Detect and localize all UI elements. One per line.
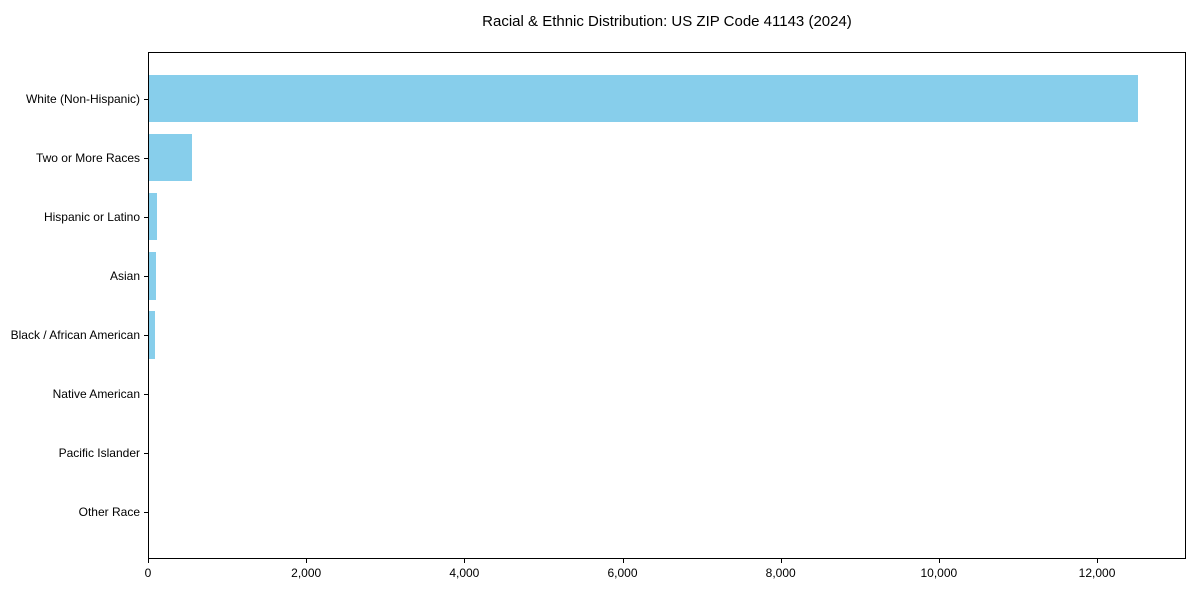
y-tick-label: Native American [52, 387, 140, 402]
bar-black-african-american [149, 311, 155, 359]
y-tick-mark [144, 98, 148, 100]
x-tick-mark [938, 559, 940, 563]
x-tick-label: 10,000 [920, 566, 958, 580]
x-tick-mark [306, 559, 308, 563]
y-tick-mark [144, 512, 148, 514]
y-tick-label: Black / African American [10, 328, 140, 343]
y-tick-label: Pacific Islander [58, 446, 140, 461]
x-tick-label: 4,000 [449, 566, 480, 580]
y-tick-mark [144, 394, 148, 396]
x-tick-label: 12,000 [1078, 566, 1116, 580]
bar-asian [149, 252, 156, 300]
y-tick-mark [144, 216, 148, 218]
y-tick-label: Other Race [78, 505, 140, 520]
x-tick-mark [1097, 559, 1099, 563]
x-tick-mark [464, 559, 466, 563]
y-tick-mark [144, 157, 148, 159]
y-tick-label: Asian [109, 268, 140, 283]
plot-area [148, 52, 1186, 559]
y-tick-label: Two or More Races [35, 150, 140, 165]
bar-white-non-hispanic- [149, 75, 1138, 123]
y-tick-label: White (Non-Hispanic) [25, 91, 140, 106]
x-tick-mark [622, 559, 624, 563]
y-tick-label: Hispanic or Latino [43, 209, 140, 224]
x-tick-mark [780, 559, 782, 563]
x-tick-label: 2,000 [291, 566, 322, 580]
y-tick-mark [144, 335, 148, 337]
x-tick-mark [148, 559, 149, 563]
x-tick-label: 6,000 [607, 566, 638, 580]
x-tick-label: 8,000 [765, 566, 796, 580]
chart-title: Racial & Ethnic Distribution: US ZIP Cod… [482, 13, 852, 30]
y-tick-mark [144, 453, 148, 455]
bar-two-or-more-races [149, 134, 192, 182]
x-tick-label: 0 [144, 566, 152, 580]
bar-hispanic-or-latino [149, 193, 157, 241]
y-tick-mark [144, 275, 148, 277]
